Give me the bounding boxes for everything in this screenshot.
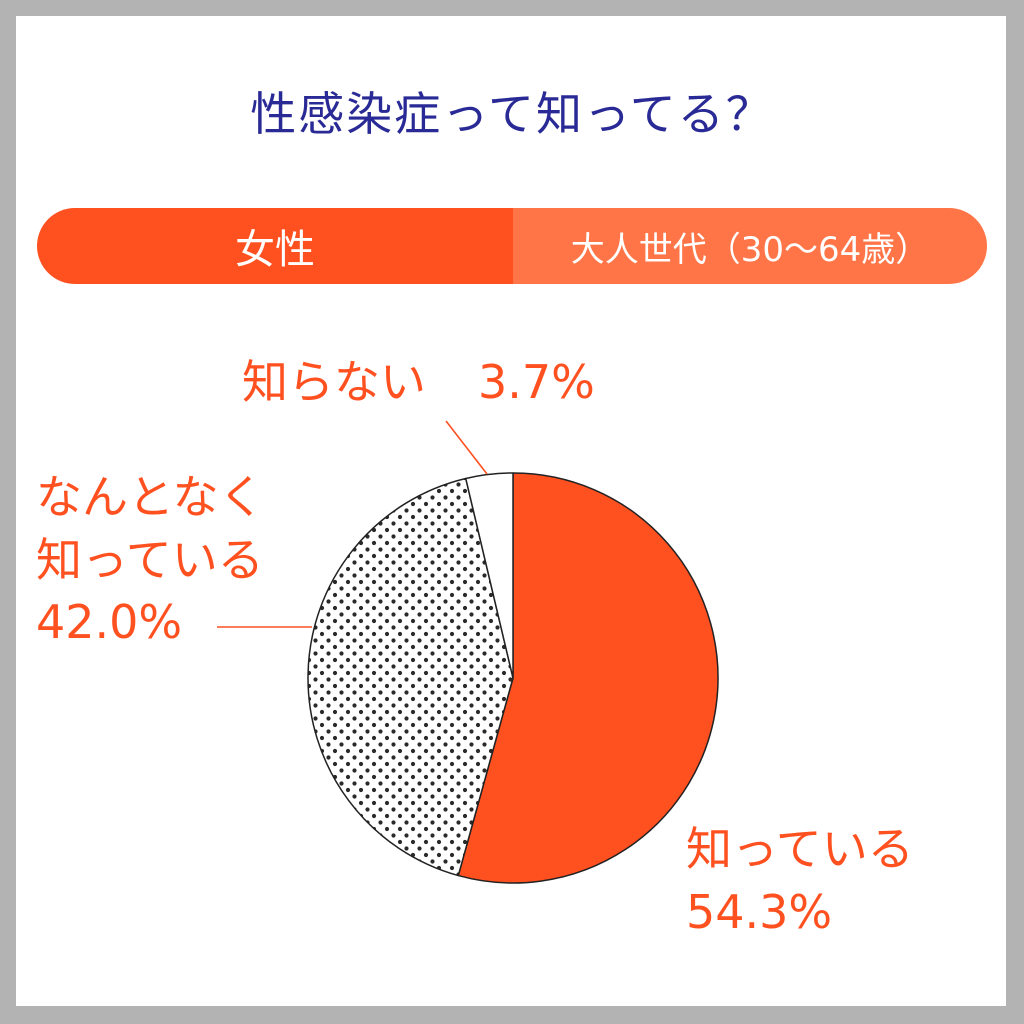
label-vaguely-line1: なんとなく — [36, 470, 265, 524]
leader-line-unknown — [445, 420, 488, 475]
gender-label: 女性 — [37, 208, 513, 284]
pie-slice-3 — [465, 472, 514, 679]
label-vaguely: なんとなく 知っている 42.0% — [36, 466, 265, 654]
label-knows-name: 知っている — [686, 822, 914, 876]
label-vaguely-value: 42.0% — [36, 595, 183, 650]
pie-slices — [307, 472, 719, 884]
label-vaguely-line2: 知っている — [36, 532, 264, 587]
segment-banner: 女性 大人世代（30〜64歳） — [37, 208, 987, 284]
label-unknown-name: 知らない — [242, 355, 426, 409]
label-knows: 知っている 54.3% — [686, 818, 914, 943]
label-unknown-value: 3.7% — [478, 355, 595, 409]
pie-slice-1 — [457, 472, 719, 884]
label-unknown: 知らない 3.7% — [242, 351, 595, 414]
chart-title: 性感染症って知ってる？ — [250, 87, 774, 141]
label-knows-value: 54.3% — [686, 884, 833, 939]
pie-slice-2 — [307, 477, 514, 877]
age-group-label: 大人世代（30〜64歳） — [513, 208, 987, 284]
